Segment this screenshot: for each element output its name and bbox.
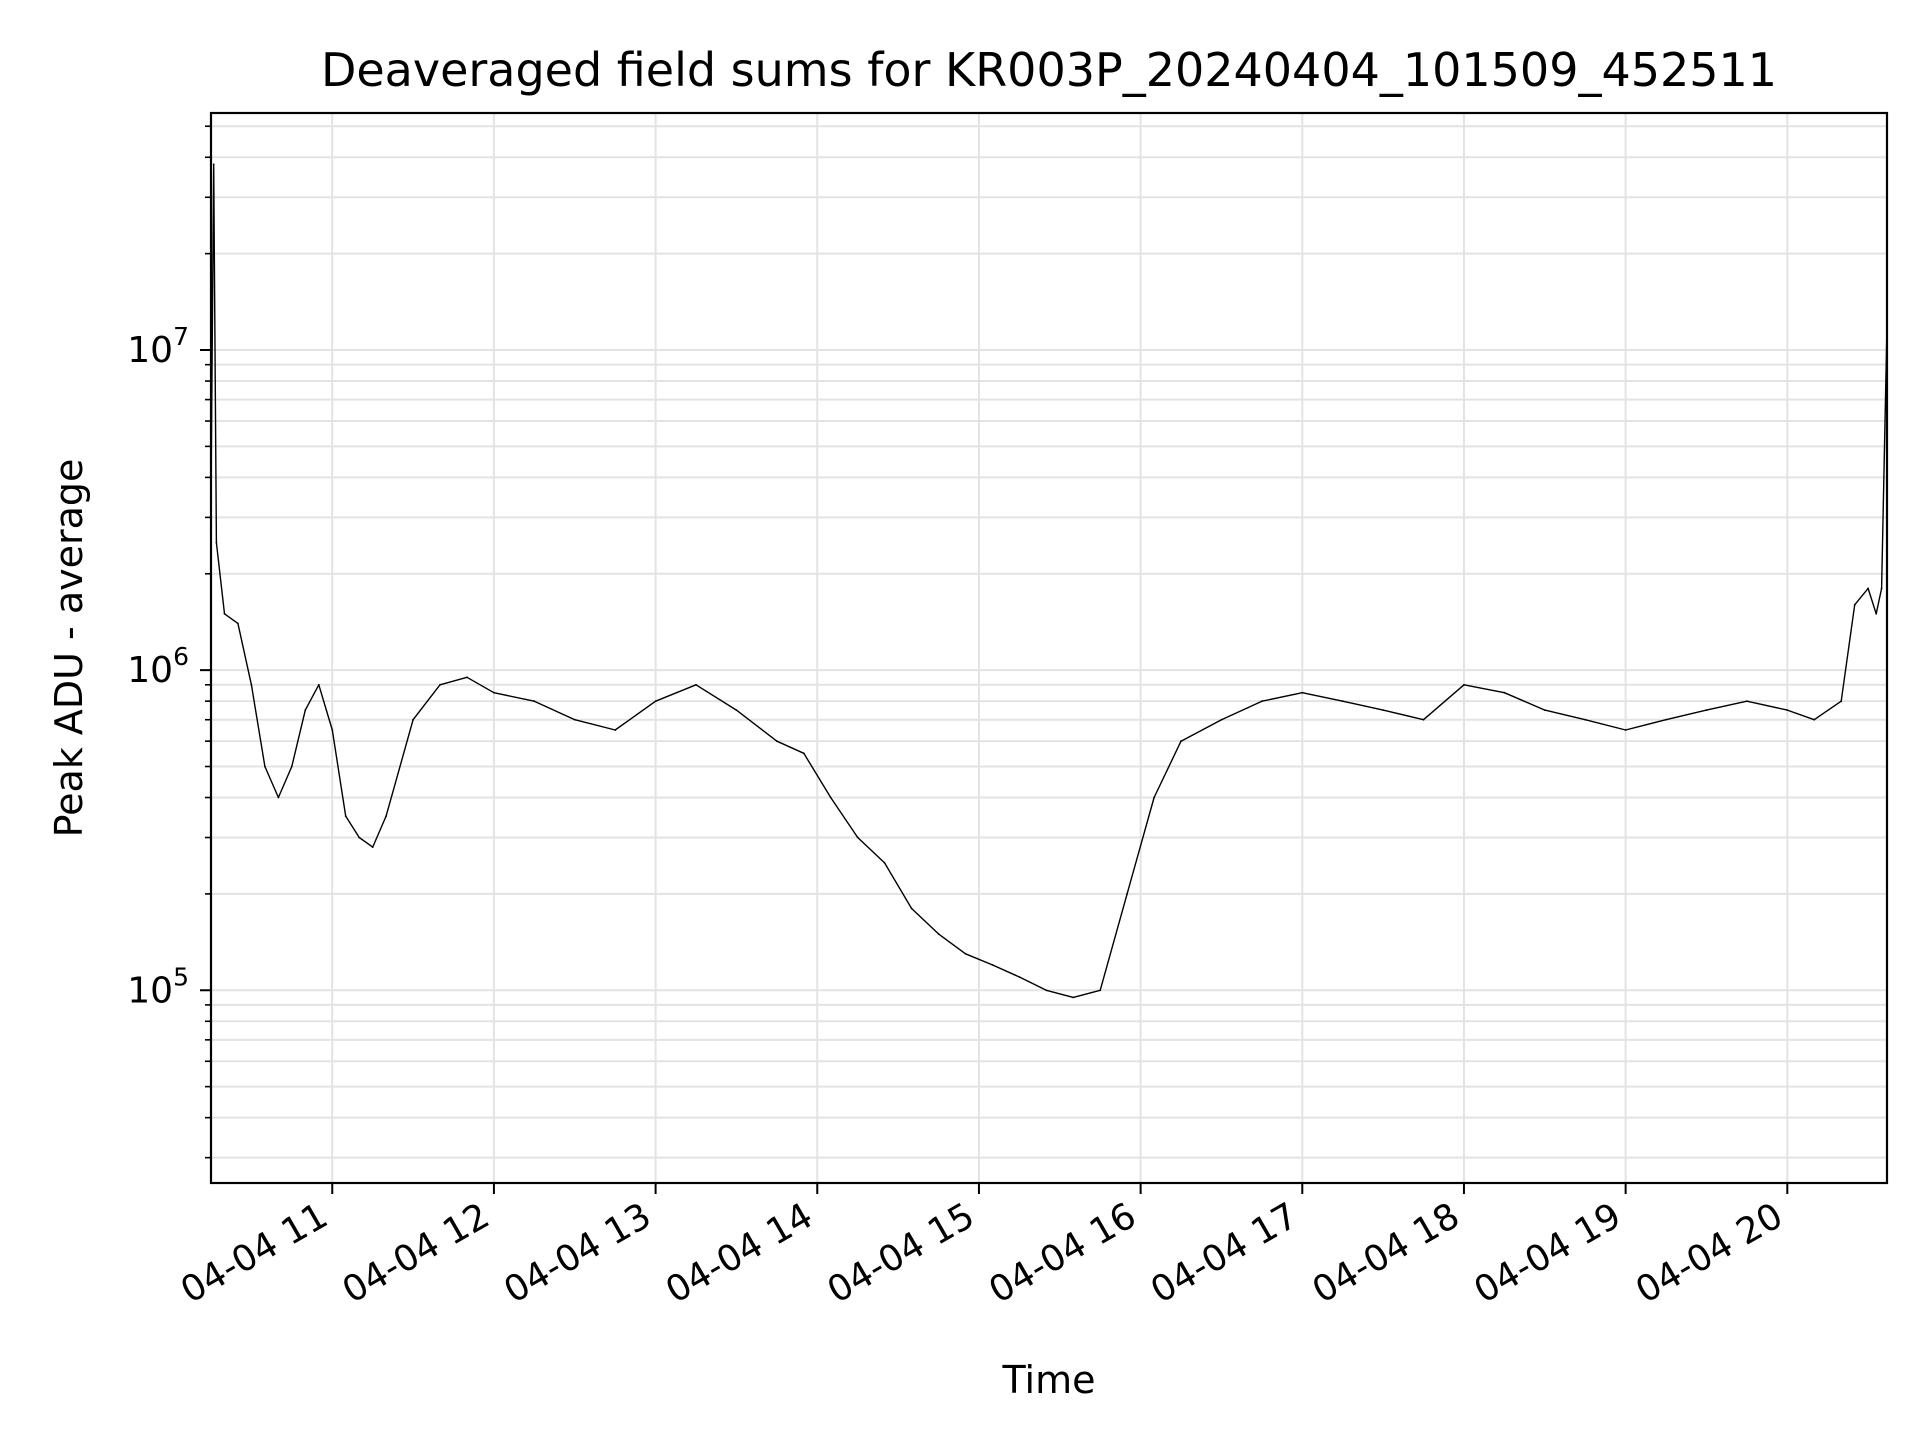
series-point bbox=[1153, 796, 1155, 799]
series-point bbox=[533, 700, 536, 703]
series-point bbox=[385, 815, 387, 817]
series-point bbox=[317, 683, 320, 686]
series-point bbox=[1746, 700, 1748, 703]
series-point bbox=[1584, 718, 1587, 721]
series-point bbox=[1301, 691, 1304, 694]
series-point bbox=[614, 729, 617, 731]
series-point bbox=[1261, 700, 1263, 703]
series-point bbox=[991, 964, 994, 966]
series-point bbox=[466, 676, 468, 679]
series-point bbox=[1072, 996, 1075, 999]
series-point bbox=[358, 836, 361, 839]
series-point bbox=[829, 796, 832, 799]
series-point bbox=[1867, 587, 1869, 590]
plot-frame bbox=[209, 111, 1889, 1185]
series-point bbox=[264, 765, 266, 768]
series-point bbox=[331, 729, 334, 731]
y-tick-base: 10 bbox=[127, 970, 173, 1011]
y-tick-base: 10 bbox=[127, 330, 173, 371]
series-point bbox=[1624, 729, 1627, 731]
series-point bbox=[1341, 700, 1344, 703]
series-point bbox=[1045, 989, 1048, 992]
series-point bbox=[1786, 709, 1789, 711]
series-point bbox=[1813, 718, 1816, 721]
x-axis-label: Time bbox=[1002, 1358, 1096, 1402]
series-point bbox=[493, 691, 495, 694]
series-point bbox=[1853, 603, 1856, 606]
series-point bbox=[776, 740, 778, 743]
series-point bbox=[439, 683, 441, 686]
series-layer bbox=[210, 163, 1888, 999]
chart-title: Deaveraged field sums for KR003P_2024040… bbox=[321, 43, 1777, 97]
grid-layer bbox=[211, 113, 1887, 1183]
series-point bbox=[695, 683, 697, 686]
series-point bbox=[910, 907, 913, 910]
series-point bbox=[1543, 709, 1546, 711]
series-point bbox=[212, 163, 215, 166]
series-point bbox=[802, 752, 805, 755]
y-tick-label: 105 bbox=[127, 962, 189, 1011]
series-point bbox=[573, 718, 576, 721]
series-point bbox=[290, 765, 293, 768]
series-point bbox=[1463, 683, 1465, 686]
series-point bbox=[1840, 700, 1843, 703]
y-tick-label: 107 bbox=[127, 322, 189, 371]
y-tick-label: 106 bbox=[127, 642, 189, 691]
series-point bbox=[412, 718, 414, 721]
series-point bbox=[735, 709, 738, 711]
series-point bbox=[1180, 740, 1182, 743]
y-tick-exponent: 5 bbox=[173, 962, 189, 991]
series-point bbox=[654, 700, 657, 703]
series-point bbox=[344, 815, 347, 817]
series-point bbox=[1382, 709, 1384, 711]
series-point bbox=[1503, 691, 1506, 694]
y-axis-label: Peak ADU - average bbox=[47, 459, 91, 838]
series-point bbox=[215, 541, 218, 544]
series-point bbox=[883, 862, 886, 864]
series-point bbox=[1665, 718, 1667, 721]
y-tick-exponent: 6 bbox=[173, 642, 189, 671]
series-point bbox=[304, 709, 307, 711]
series-point bbox=[371, 846, 374, 848]
series-point bbox=[250, 683, 253, 686]
series-point bbox=[1705, 709, 1708, 711]
series-point bbox=[277, 796, 280, 799]
series-point bbox=[1018, 976, 1021, 978]
series-point bbox=[1220, 718, 1223, 721]
y-tick-exponent: 7 bbox=[173, 322, 189, 351]
series-point bbox=[223, 612, 226, 615]
series-point bbox=[1875, 612, 1878, 615]
series-point bbox=[1099, 989, 1102, 992]
series-point bbox=[1422, 718, 1425, 721]
series-point bbox=[937, 933, 940, 935]
series-point bbox=[1880, 587, 1883, 590]
series-point bbox=[1126, 893, 1128, 895]
series-point bbox=[964, 952, 967, 955]
series-line bbox=[210, 163, 1888, 999]
series-point bbox=[237, 622, 239, 625]
y-tick-base: 10 bbox=[127, 650, 173, 691]
tick-layer bbox=[200, 125, 1789, 1194]
series-point bbox=[856, 836, 859, 839]
